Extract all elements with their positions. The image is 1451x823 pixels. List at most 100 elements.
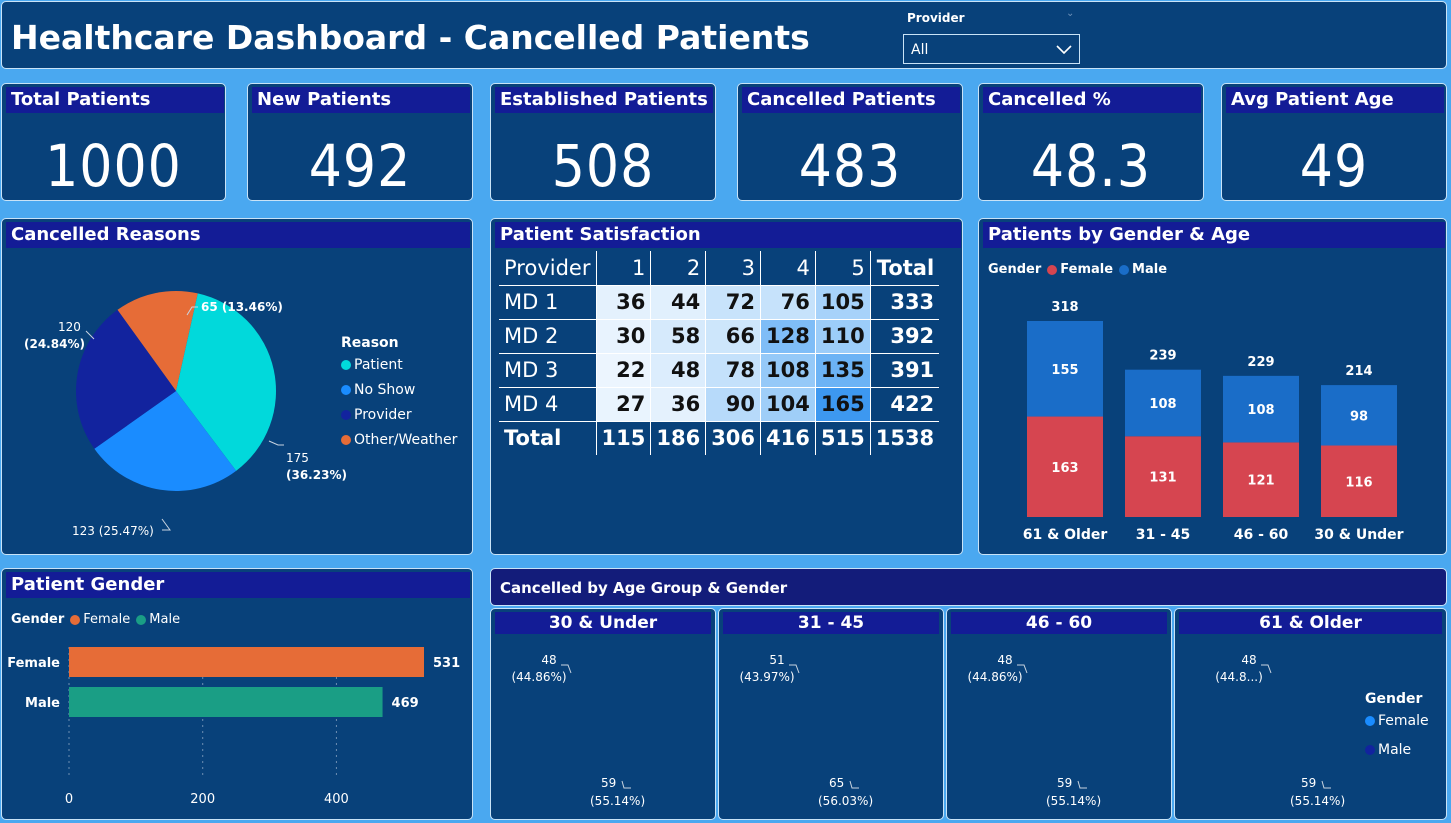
reasons-legend: Reason Patient No Show Provider Other/We…	[341, 335, 457, 448]
page-title: Healthcare Dashboard - Cancelled Patient…	[11, 18, 810, 57]
kpi-card-cancelled-patients: Cancelled Patients 483	[737, 83, 963, 201]
legend-item-no-show[interactable]: No Show	[341, 382, 457, 398]
leader-line	[561, 664, 572, 674]
tick-label: 200	[190, 792, 215, 807]
category-label: Female	[7, 656, 60, 671]
matrix-row-total: 391	[870, 353, 940, 388]
pie-slice-no-show	[94, 391, 237, 491]
donut-card-46-60: 46 - 60 48 (44.86%) 59 (55.14%)	[946, 608, 1172, 820]
matrix-column-total: 515	[815, 421, 871, 455]
legend-item-female[interactable]: Female	[70, 612, 130, 627]
matrix-header-cell[interactable]: Provider	[499, 251, 597, 285]
data-label: 65 (13.46%)	[201, 300, 283, 314]
legend-label: Provider	[354, 407, 412, 423]
matrix-cell: 76	[760, 285, 816, 320]
data-label: 59	[1301, 776, 1316, 790]
matrix-header-cell[interactable]: 3	[705, 251, 762, 285]
data-label: 175	[286, 451, 309, 465]
data-label: (44.86%)	[511, 670, 566, 684]
leader-line	[621, 780, 631, 789]
cancelled-by-age-header: Cancelled by Age Group & Gender	[490, 568, 1447, 606]
matrix-row-label: MD 1	[499, 285, 597, 320]
donut-chart: 48 (44.8...) 59 (55.14%)	[1215, 653, 1345, 808]
donut-card-30-and-under: 30 & Under 48 (44.86%) 59 (55.14%)	[490, 608, 716, 820]
panel-title: Patients by Gender & Age	[983, 222, 1445, 248]
matrix-cell: 48	[650, 353, 707, 388]
legend-label: Male	[1132, 262, 1168, 277]
bar-female	[1125, 436, 1201, 517]
patient-gender-legend: Gender Female Male	[11, 612, 180, 627]
kpi-label: Cancelled %	[983, 87, 1201, 113]
leader-line	[161, 518, 171, 531]
donut-chart: 51 (43.97%) 65 (56.03%)	[739, 653, 873, 808]
legend-label: Male	[149, 612, 181, 627]
leader-line	[789, 664, 800, 674]
matrix-cell: 58	[650, 319, 707, 354]
kpi-label: Cancelled Patients	[742, 87, 960, 113]
legend-item-male[interactable]: Male	[136, 612, 180, 627]
matrix-header-cell[interactable]: 5	[815, 251, 871, 285]
legend-dot	[70, 614, 81, 625]
bar-male	[1321, 385, 1397, 446]
data-label: 51	[769, 653, 784, 667]
matrix-cell: 72	[705, 285, 762, 320]
legend-item-other-weather[interactable]: Other/Weather	[341, 432, 457, 448]
matrix-cell: 66	[705, 319, 762, 354]
data-label: 48	[541, 653, 556, 667]
legend-label: Female	[1378, 713, 1429, 729]
data-label: 48	[997, 653, 1012, 667]
matrix-row-label: MD 3	[499, 353, 597, 388]
matrix-row: MD 2 30 58 66 128 110 392	[499, 319, 940, 354]
matrix-cell: 90	[705, 387, 762, 422]
gender-age-panel: Patients by Gender & Age Gender Female M…	[978, 218, 1447, 555]
data-label: 48	[1241, 653, 1256, 667]
kpi-label: New Patients	[252, 87, 470, 113]
pie-slice-provider	[76, 309, 176, 449]
bar-value-label: 116	[1345, 475, 1372, 490]
matrix-header-cell[interactable]: 2	[650, 251, 707, 285]
matrix-row-total: 422	[870, 387, 940, 422]
matrix-row: MD 1 36 44 72 76 105 333	[499, 285, 940, 320]
bar-female	[1321, 445, 1397, 517]
legend-item-male[interactable]: Male	[1119, 262, 1167, 277]
matrix-column-total: 115	[596, 421, 652, 455]
filter-chevron-icon[interactable]: ⌄	[1066, 8, 1075, 19]
data-label: 59	[1057, 776, 1072, 790]
category-label: 31 - 45	[1136, 527, 1191, 543]
bar-total-label: 239	[1149, 349, 1176, 364]
legend-dot	[341, 360, 351, 370]
data-label: (55.14%)	[1046, 794, 1101, 808]
patient-gender-bar-chart: 0 200 400 Female 531 Male 469	[7, 647, 460, 807]
data-label: (43.97%)	[739, 670, 794, 684]
bar-total-label: 229	[1247, 355, 1274, 370]
matrix-cell: 36	[596, 285, 652, 320]
panel-title: Cancelled Reasons	[6, 222, 470, 248]
kpi-label: Established Patients	[495, 87, 713, 113]
leader-line	[186, 306, 198, 316]
matrix-header-cell[interactable]: 1	[596, 251, 652, 285]
provider-dropdown[interactable]: All	[903, 34, 1080, 64]
legend-dot	[136, 614, 147, 625]
kpi-card-avg-patient-age: Avg Patient Age 49	[1221, 83, 1447, 201]
legend-dot	[341, 385, 351, 395]
legend-item-patient[interactable]: Patient	[341, 357, 457, 373]
satisfaction-matrix: Provider 1 2 3 4 5 Total MD 1 36 44 72 7…	[499, 251, 940, 455]
legend-item-female[interactable]: Female	[1365, 713, 1429, 729]
matrix-header-cell[interactable]: 4	[760, 251, 816, 285]
data-label: 123 (25.47%)	[72, 524, 154, 538]
matrix-cell: 22	[596, 353, 652, 388]
legend-dot	[1365, 716, 1375, 726]
matrix-row-label: MD 2	[499, 319, 597, 354]
leader-line	[268, 440, 284, 446]
bar-female	[1027, 416, 1103, 517]
legend-item-provider[interactable]: Provider	[341, 407, 457, 423]
matrix-cell: 128	[760, 319, 816, 354]
cancelled-reasons-panel: Cancelled Reasons 175 (36.23%) 123 (25.47%…	[1, 218, 473, 555]
data-label: 65	[829, 776, 844, 790]
kpi-card-established-patients: Established Patients 508	[490, 83, 716, 201]
category-label: 46 - 60	[1234, 527, 1289, 543]
legend-item-female[interactable]: Female	[1047, 262, 1113, 277]
legend-title: Reason	[341, 335, 399, 351]
legend-item-male[interactable]: Male	[1365, 742, 1429, 758]
matrix-header-cell[interactable]: Total	[876, 255, 935, 280]
